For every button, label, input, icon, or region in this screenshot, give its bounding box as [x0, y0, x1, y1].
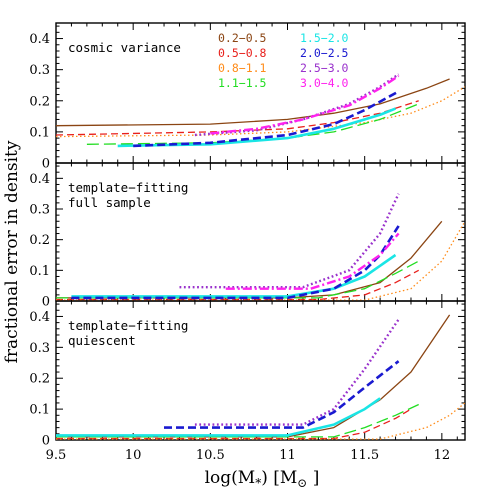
- x-axis-title-part: log(M: [205, 468, 256, 488]
- legend-entry: 2.0−2.5: [300, 46, 348, 60]
- panel-label: full sample: [68, 195, 151, 210]
- series-line-2.0−2.5: [133, 90, 400, 148]
- legend: 0.2−0.50.5−0.80.8−1.11.1−1.5 1.5−2.02.0−2…: [218, 31, 349, 90]
- series-group: [56, 73, 465, 148]
- series-line-0.8−1.1: [56, 86, 465, 138]
- x-tick-label: 10: [125, 448, 142, 463]
- y-axis-title-group: fractional error in density: [2, 140, 22, 363]
- y-tick-label: 0.4: [29, 32, 50, 47]
- x-axis-title-part: ⊙: [297, 476, 307, 490]
- legend-entry: 1.5−2.0: [300, 31, 349, 45]
- y-tick-label: 0: [42, 295, 50, 310]
- y-axis-title: fractional error in density: [2, 140, 22, 363]
- panel-label: quiescent: [68, 333, 136, 348]
- series-group: [56, 314, 465, 440]
- legend-entry: 3.0−4.0: [300, 76, 349, 90]
- series-line-2.0−2.5: [71, 225, 400, 300]
- y-tick-label: 0.3: [29, 203, 50, 218]
- panel-1: 0 0.1 0.2 0.3 0.4 cosmic variance: [29, 22, 466, 172]
- x-tick-labels: 9.5 10 10.5 11 11.5 12: [46, 448, 450, 463]
- x-axis-title: log(M*) [M⊙ ]: [205, 468, 320, 490]
- series-group: [56, 193, 465, 301]
- y-tick-label: 0.1: [29, 403, 50, 418]
- y-tick-label: 0.2: [29, 94, 50, 109]
- series-line-3.0−4.0: [225, 232, 400, 290]
- series-line-1.5−2.0: [117, 107, 396, 148]
- series-line-0.2−0.5: [56, 220, 443, 299]
- legend-entry: 0.5−0.8: [218, 46, 267, 60]
- y-tick-label: 0: [42, 434, 50, 449]
- series-line-1.5−2.0: [56, 397, 381, 437]
- x-tick-label: 12: [434, 448, 451, 463]
- series-line-0.8−1.1: [56, 220, 465, 301]
- series-line-1.1−1.5: [86, 103, 419, 145]
- legend-entry: 2.5−3.0: [300, 61, 349, 75]
- y-tick-label: 0.4: [29, 172, 50, 187]
- x-tick-label: 11.5: [350, 448, 379, 463]
- y-tick-label: 0.1: [29, 264, 50, 279]
- series-line-1.1−1.5: [56, 403, 419, 438]
- y-tick-label: 0: [42, 157, 50, 172]
- x-tick-label: 11: [279, 448, 296, 463]
- panel-label: cosmic variance: [68, 40, 181, 55]
- x-axis-title-part: *: [255, 476, 261, 490]
- series-line-0.5−0.8: [56, 269, 420, 301]
- legend-entry: 0.2−0.5: [218, 31, 266, 45]
- x-axis-title-part: ) [M: [261, 468, 297, 488]
- series-line-2.5−3.0: [179, 193, 400, 289]
- series-line-3.0−4.0: [210, 74, 400, 135]
- y-tick-label: 0.3: [29, 63, 50, 78]
- series-line-0.5−0.8: [56, 100, 419, 136]
- series-line-2.0−2.5: [164, 360, 400, 429]
- y-tick-label: 0.2: [29, 233, 50, 248]
- series-line-0.2−0.5: [56, 78, 450, 127]
- series-line-1.5−2.0: [71, 253, 397, 298]
- panel-label: template−fitting: [68, 318, 188, 333]
- legend-entry: 1.1−1.5: [218, 76, 266, 90]
- y-tick-label: 0.3: [29, 341, 50, 356]
- x-tick-label: 10.5: [196, 448, 225, 463]
- panel-label: template−fitting: [68, 180, 188, 195]
- x-tick-label: 9.5: [46, 448, 67, 463]
- series-line-0.8−1.1: [56, 402, 465, 440]
- y-tick-label: 0.2: [29, 372, 50, 387]
- series-line-0.5−0.8: [56, 408, 412, 440]
- series-line-2.5−3.0: [194, 318, 400, 426]
- panels-group: 0 0.1 0.2 0.3 0.4 cosmic variance 0 0.1 0.2 0.3 0.…: [29, 22, 466, 449]
- panel-frame: [55, 300, 466, 441]
- x-axis-title-part: ]: [307, 468, 319, 488]
- legend-entry: 0.8−1.1: [218, 61, 267, 75]
- y-tick-label: 0.4: [29, 310, 50, 325]
- y-tick-label: 0.1: [29, 125, 50, 140]
